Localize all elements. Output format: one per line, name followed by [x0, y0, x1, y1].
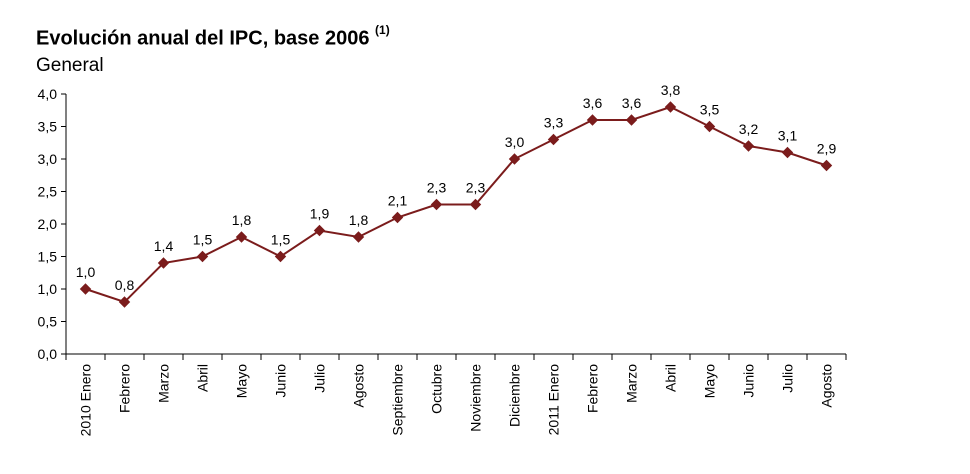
x-tick-label: Agosto — [351, 364, 367, 408]
x-tick-label: Febrero — [117, 364, 133, 413]
axes: 0,0 0,5 1,0 1,5 2,0 2,5 3,0 3,5 4,0 2010 Enero Feb… — [38, 86, 847, 437]
y-tick-label: 3,0 — [38, 151, 58, 167]
data-point — [196, 250, 209, 263]
data-labels: 1,0 0,8 1,4 1,5 1,8 1,5 1,9 1,8 2,1 2,3 2,3 3,0 3,3 3… — [76, 82, 837, 293]
x-tick-label: 2011 Enero — [546, 364, 562, 436]
x-tick-label: Marzo — [156, 364, 172, 403]
x-tick-label: Octubre — [429, 364, 445, 414]
data-point — [742, 140, 755, 152]
data-label: 2,3 — [466, 180, 486, 196]
x-tick-label: 2010 Enero — [78, 364, 94, 437]
y-tick-label: 0,0 — [38, 346, 58, 362]
data-point — [352, 231, 365, 243]
x-tick-label: Marzo — [624, 364, 640, 403]
data-point — [391, 211, 404, 224]
data-label: 3,3 — [544, 115, 564, 131]
x-tick-label: Septiembre — [390, 364, 406, 436]
data-label: 1,9 — [310, 206, 330, 222]
data-point — [430, 198, 443, 211]
data-point — [79, 283, 92, 295]
data-label: 1,4 — [154, 238, 174, 254]
data-label: 3,0 — [505, 134, 525, 150]
data-point — [157, 257, 170, 269]
data-label: 1,5 — [271, 232, 291, 248]
data-point — [820, 159, 833, 172]
x-tick-label: Febrero — [585, 364, 601, 413]
x-tick-label: Julio — [780, 364, 796, 393]
data-point — [625, 114, 638, 126]
y-tick-label: 4,0 — [38, 86, 58, 102]
data-label: 2,1 — [388, 193, 408, 209]
data-label: 0,8 — [115, 277, 135, 293]
data-label: 3,8 — [661, 82, 681, 98]
data-point — [547, 133, 560, 146]
data-label: 3,2 — [739, 121, 759, 137]
data-point — [508, 153, 521, 165]
data-label: 2,3 — [427, 180, 447, 196]
data-point — [235, 231, 248, 243]
data-point — [274, 250, 287, 263]
data-point — [703, 120, 716, 133]
title-footnote-mark: (1) — [375, 23, 390, 37]
x-tick-label: Junio — [741, 364, 757, 398]
x-tick-label: Junio — [273, 364, 289, 398]
data-point — [118, 296, 131, 308]
data-label: 2,9 — [817, 141, 837, 157]
x-tick-label: Julio — [312, 364, 328, 393]
data-label: 3,1 — [778, 128, 798, 144]
data-label: 1,8 — [232, 212, 252, 228]
y-tick-label: 1,0 — [38, 281, 58, 297]
x-tick-label: Abril — [195, 364, 211, 392]
data-label: 3,6 — [583, 95, 603, 111]
data-point — [469, 198, 482, 211]
series-line — [85, 105, 827, 304]
y-tick-label: 2,0 — [38, 216, 58, 232]
x-tick-label: Mayo — [234, 364, 250, 398]
x-tick-label: Mayo — [702, 364, 718, 398]
x-tick-label: Agosto — [819, 364, 835, 408]
data-label: 1,5 — [193, 232, 213, 248]
y-tick-label: 1,5 — [38, 249, 58, 265]
data-label: 1,8 — [349, 212, 369, 228]
chart-subtitle: General — [36, 55, 104, 76]
x-tick-label: Abril — [663, 364, 679, 392]
data-point — [586, 114, 599, 126]
series-ipc — [79, 101, 833, 308]
data-label: 1,0 — [76, 264, 96, 280]
data-point — [313, 224, 326, 237]
y-tick-label: 3,5 — [38, 119, 58, 135]
data-label: 3,5 — [700, 102, 720, 118]
data-point — [781, 146, 794, 159]
y-tick-label: 0,5 — [38, 314, 58, 330]
data-point — [664, 101, 677, 113]
y-tick-label: 2,5 — [38, 184, 58, 200]
chart-title: Evolución anual del IPC, base 2006 (1) — [36, 23, 390, 50]
x-tick-label: Diciembre — [507, 364, 523, 427]
data-label: 3,6 — [622, 95, 642, 111]
x-tick-label: Noviembre — [468, 364, 484, 432]
